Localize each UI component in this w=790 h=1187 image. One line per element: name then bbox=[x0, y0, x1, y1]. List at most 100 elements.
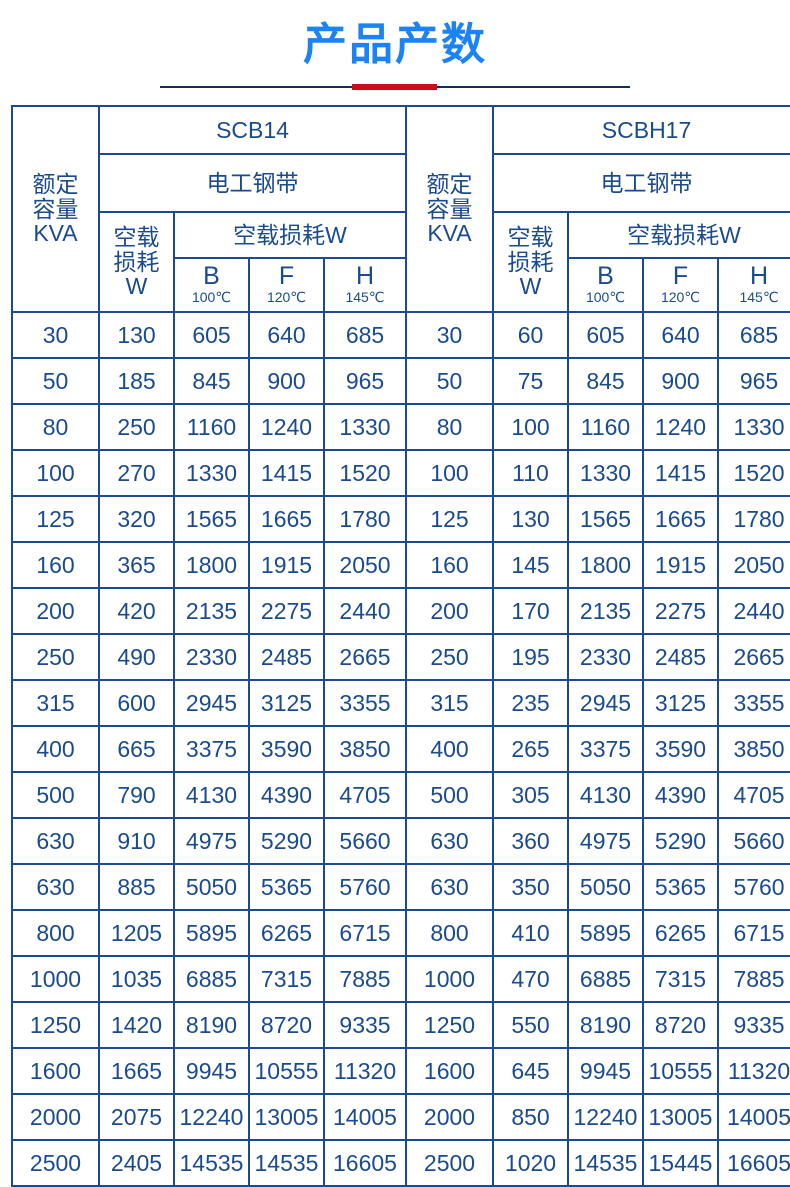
table-row: 200 420 2135 2275 2440 200 170 2135 2275 2440 bbox=[11, 586, 790, 635]
cell-noload-right: 550 bbox=[492, 1000, 569, 1049]
cell-f-left: 10555 bbox=[248, 1046, 325, 1095]
cell-h-left: 685 bbox=[323, 310, 407, 359]
table-row: 30 130 605 640 685 30 60 605 640 685 bbox=[11, 310, 790, 359]
cell-capacity-right: 400 bbox=[405, 724, 494, 773]
cell-capacity-right: 160 bbox=[405, 540, 494, 589]
cell-noload-left: 490 bbox=[98, 632, 175, 681]
cell-capacity-right: 500 bbox=[405, 770, 494, 819]
title-divider bbox=[160, 81, 630, 93]
cell-noload-left: 885 bbox=[98, 862, 175, 911]
table-row: 400 665 3375 3590 3850 400 265 3375 3590 3850 bbox=[11, 724, 790, 773]
cell-f-right: 2485 bbox=[642, 632, 719, 681]
table-row: 1600 1665 9945 10555 11320 1600 645 9945 10555 11… bbox=[11, 1046, 790, 1095]
cell-f-right: 5290 bbox=[642, 816, 719, 865]
cell-noload-right: 145 bbox=[492, 540, 569, 589]
cell-capacity-right: 630 bbox=[405, 816, 494, 865]
cell-b-right: 4975 bbox=[567, 816, 644, 865]
cell-noload-right: 60 bbox=[492, 310, 569, 359]
cell-noload-left: 185 bbox=[98, 356, 175, 405]
cell-capacity-left: 80 bbox=[11, 402, 100, 451]
divider-accent bbox=[352, 83, 437, 90]
class-letter-f-r: F bbox=[672, 262, 689, 291]
cell-h-right: 9335 bbox=[716, 1000, 790, 1049]
table-row: 125 320 1565 1665 1780 125 130 1565 1665 1780 bbox=[11, 494, 790, 543]
cell-noload-right: 110 bbox=[492, 448, 569, 497]
class-letter-h-r: H bbox=[749, 262, 769, 291]
cell-f-left: 3125 bbox=[248, 678, 325, 727]
header-noload-wide-left: 空载损耗W bbox=[173, 210, 407, 259]
cell-f-right: 7315 bbox=[642, 954, 719, 1003]
cell-capacity-left: 200 bbox=[11, 586, 100, 635]
cell-noload-right: 1020 bbox=[492, 1138, 569, 1187]
class-temp-h: 145℃ bbox=[345, 289, 385, 306]
cell-f-left: 4390 bbox=[248, 770, 325, 819]
cell-noload-left: 1665 bbox=[98, 1046, 175, 1095]
table-row: 50 185 845 900 965 50 75 845 900 965 bbox=[11, 356, 790, 405]
cell-noload-right: 470 bbox=[492, 954, 569, 1003]
cell-f-left: 14535 bbox=[248, 1138, 325, 1187]
cell-b-left: 1330 bbox=[173, 448, 250, 497]
header-row-noload: 空载 损耗 W 空载损耗W 空载 损耗 W 空载损耗W bbox=[12, 210, 790, 313]
cell-b-left: 1160 bbox=[173, 402, 250, 451]
header-noload-wide-right: 空载损耗W bbox=[566, 210, 790, 259]
cell-capacity-right: 2500 bbox=[405, 1138, 494, 1187]
cell-h-left: 3850 bbox=[323, 724, 407, 773]
cell-b-right: 1565 bbox=[567, 494, 644, 543]
cell-noload-left: 320 bbox=[98, 494, 175, 543]
cell-b-left: 1565 bbox=[173, 494, 250, 543]
cell-h-left: 11320 bbox=[323, 1046, 407, 1095]
cell-noload-right: 305 bbox=[492, 770, 569, 819]
cell-capacity-right: 50 bbox=[405, 356, 494, 405]
cell-capacity-right: 100 bbox=[405, 448, 494, 497]
cell-b-right: 14535 bbox=[567, 1138, 644, 1187]
cell-capacity-left: 160 bbox=[11, 540, 100, 589]
cell-noload-left: 2405 bbox=[98, 1138, 175, 1187]
cell-h-left: 4705 bbox=[323, 770, 407, 819]
table-row: 1250 1420 8190 8720 9335 1250 550 8190 8720 9335 bbox=[11, 1000, 790, 1049]
cell-f-right: 1415 bbox=[642, 448, 719, 497]
cell-b-right: 1800 bbox=[567, 540, 644, 589]
cell-noload-left: 910 bbox=[98, 816, 175, 865]
cell-b-right: 2945 bbox=[567, 678, 644, 727]
cell-capacity-left: 2000 bbox=[11, 1092, 100, 1141]
cell-capacity-right: 250 bbox=[405, 632, 494, 681]
cell-b-left: 9945 bbox=[173, 1046, 250, 1095]
cell-noload-right: 265 bbox=[492, 724, 569, 773]
table-row: 160 365 1800 1915 2050 160 145 1800 1915 2050 bbox=[11, 540, 790, 589]
table-row: 500 790 4130 4390 4705 500 305 4130 4390 4705 bbox=[11, 770, 790, 819]
cell-capacity-left: 800 bbox=[11, 908, 100, 957]
cell-f-right: 13005 bbox=[642, 1092, 719, 1141]
cell-capacity-right: 800 bbox=[405, 908, 494, 957]
cell-capacity-left: 630 bbox=[11, 816, 100, 865]
cell-f-right: 8720 bbox=[642, 1000, 719, 1049]
cell-b-left: 4130 bbox=[173, 770, 250, 819]
cell-b-right: 6885 bbox=[567, 954, 644, 1003]
cell-b-left: 5050 bbox=[173, 862, 250, 911]
cell-noload-right: 100 bbox=[492, 402, 569, 451]
cell-b-left: 12240 bbox=[173, 1092, 250, 1141]
cell-h-right: 16605 bbox=[716, 1138, 790, 1187]
cell-b-left: 4975 bbox=[173, 816, 250, 865]
header-row-class: B 100℃ F 120℃ H 145℃ B 100℃ F 120℃ bbox=[12, 256, 790, 313]
cell-h-left: 1330 bbox=[323, 402, 407, 451]
cell-h-right: 14005 bbox=[716, 1092, 790, 1141]
cell-f-right: 640 bbox=[642, 310, 719, 359]
cell-h-right: 2440 bbox=[716, 586, 790, 635]
cell-b-right: 5895 bbox=[567, 908, 644, 957]
cell-f-left: 1665 bbox=[248, 494, 325, 543]
cell-h-right: 685 bbox=[716, 310, 790, 359]
capacity-line-2-r: 容量 bbox=[426, 195, 473, 222]
capacity-line-3-r: KVA bbox=[427, 219, 472, 246]
cell-b-left: 14535 bbox=[173, 1138, 250, 1187]
cell-h-right: 6715 bbox=[716, 908, 790, 957]
noload-line-1-r: 空载 bbox=[507, 224, 554, 251]
class-letter-b: B bbox=[203, 262, 220, 291]
capacity-line-1-r: 额定 bbox=[426, 171, 473, 198]
cell-f-left: 640 bbox=[248, 310, 325, 359]
cell-capacity-left: 1000 bbox=[11, 954, 100, 1003]
cell-f-left: 1240 bbox=[248, 402, 325, 451]
header-noload-narrow-left: 空载 损耗 W bbox=[98, 210, 175, 313]
table-row: 315 600 2945 3125 3355 315 235 2945 3125 3355 bbox=[11, 678, 790, 727]
cell-h-left: 9335 bbox=[323, 1000, 407, 1049]
cell-b-right: 12240 bbox=[567, 1092, 644, 1141]
